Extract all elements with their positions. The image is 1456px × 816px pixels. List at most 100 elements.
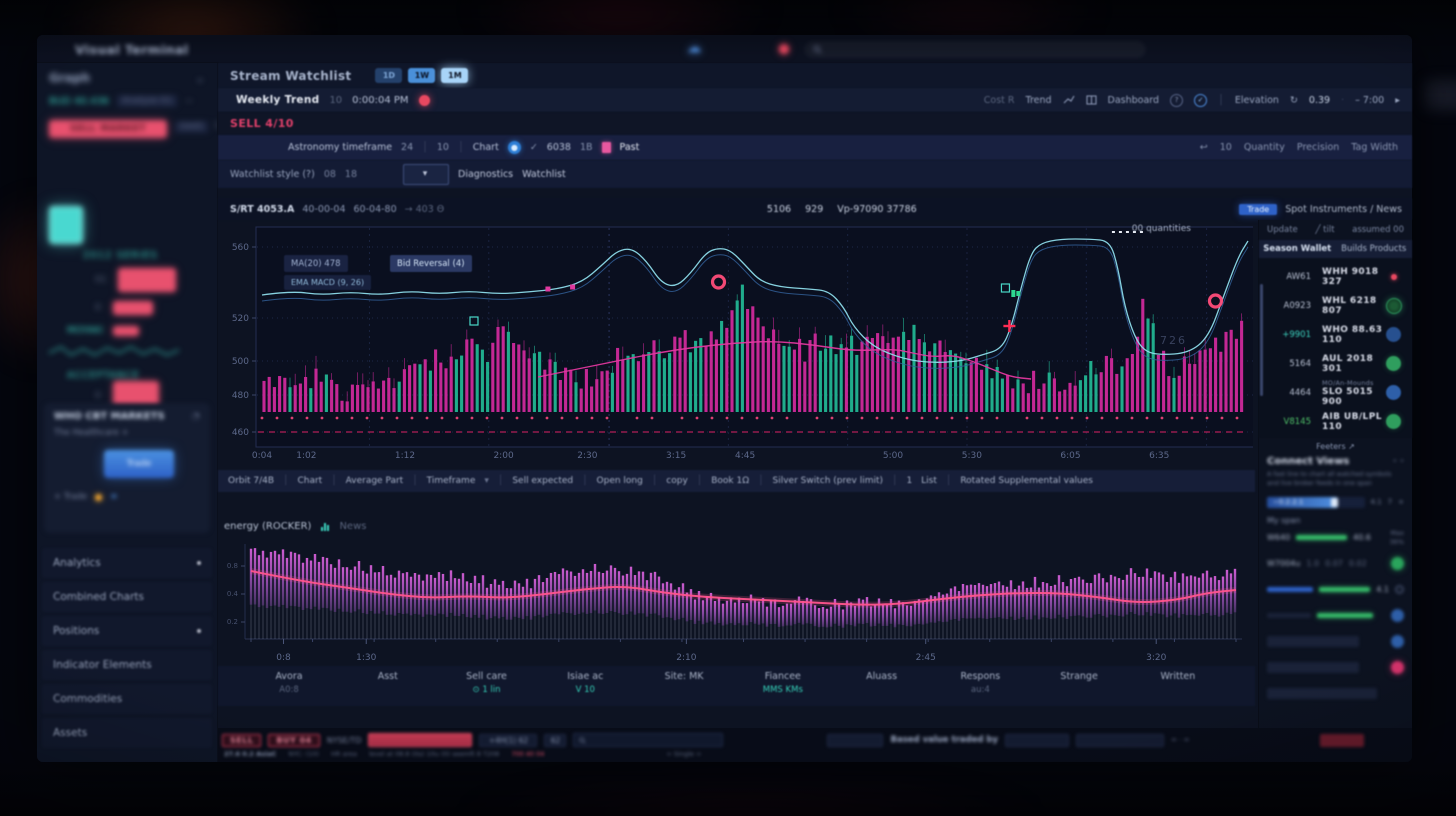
scrollbar[interactable]: [1260, 284, 1263, 396]
sidebar-item-indicator-elements[interactable]: Indicator Elements: [42, 650, 212, 680]
toolbar1-chart[interactable]: Chart: [472, 142, 499, 153]
tb3-average-part[interactable]: Average Part: [345, 476, 404, 486]
connect-row[interactable]: 4.1: [1267, 577, 1404, 603]
card-footer-label[interactable]: + Trade: [54, 492, 88, 502]
period-button-1w[interactable]: 1W: [408, 68, 436, 83]
feeters-link[interactable]: Feeters ↗: [1316, 441, 1355, 451]
tb3-copy[interactable]: copy: [666, 476, 688, 486]
search-input[interactable]: [805, 42, 1145, 57]
position-chip[interactable]: [112, 325, 139, 336]
sell-qty-chip[interactable]: 0445: [175, 121, 208, 133]
tool-dashboard[interactable]: Dashboard: [1107, 94, 1160, 106]
tb3-timeframe[interactable]: Timeframe: [426, 476, 476, 486]
cloud-sync-icon[interactable]: ☁: [687, 40, 701, 56]
refresh-icon[interactable]: ↻: [1289, 94, 1298, 106]
toolbar1-tagwidth[interactable]: Tag Width: [1351, 142, 1398, 153]
flag-icon[interactable]: [601, 142, 611, 153]
symbol-right-label[interactable]: Spot Instruments / News: [1285, 203, 1402, 215]
sidebar-item-combined-charts[interactable]: Combined Charts: [42, 582, 212, 612]
chart-legend-macd[interactable]: EMA MACD (9, 26): [284, 275, 372, 290]
alert-red-chip[interactable]: [1320, 733, 1364, 747]
slider-handle[interactable]: [1331, 497, 1339, 507]
connect-row[interactable]: [1267, 629, 1404, 655]
toolbar1-t0[interactable]: 10: [1219, 142, 1232, 153]
toolbar1-past[interactable]: Past: [619, 142, 640, 153]
sidebar-expand-icon[interactable]: ⌄: [194, 71, 205, 85]
toolbar1-num2[interactable]: 10: [436, 142, 449, 153]
sidebar-ticker-note[interactable]: Analyze 01: [117, 95, 177, 107]
connect-row[interactable]: [1267, 655, 1404, 681]
tab-season-wallet[interactable]: Season Wallet: [1263, 244, 1332, 254]
period-button-1m[interactable]: 1M: [441, 68, 469, 83]
tb3-chart[interactable]: Chart: [297, 476, 323, 486]
position-block[interactable]: [118, 268, 177, 292]
connect-row[interactable]: [1267, 603, 1404, 629]
sell-button[interactable]: SELL: [222, 733, 262, 747]
chart-legend-reversal[interactable]: Bid Reversal (4): [390, 255, 472, 272]
watchlist-row[interactable]: +9901 WHO 88.63 110: [1259, 320, 1412, 349]
toolbar1-quantity[interactable]: Quantity: [1243, 142, 1285, 153]
card-trade-button[interactable]: Trade: [104, 450, 174, 478]
plus-icon[interactable]: +: [1398, 498, 1404, 507]
tb3-one[interactable]: 1: [906, 476, 913, 486]
rp-tilt-label[interactable]: ╱ tilt: [1315, 225, 1335, 235]
toolbar1-num1[interactable]: 24: [401, 142, 414, 153]
trade-button[interactable]: Trade: [1239, 203, 1278, 215]
watchlist-row[interactable]: 5164 AUL 2018 301: [1259, 349, 1412, 378]
chart-type-icon[interactable]: ●: [507, 141, 521, 154]
toolbar2-num2[interactable]: 18: [344, 168, 357, 180]
toolbar2-sel2[interactable]: Watchlist: [522, 168, 566, 180]
help-icon[interactable]: ?: [1170, 93, 1184, 107]
position-block[interactable]: [112, 301, 153, 315]
undo-icon[interactable]: ↩: [1199, 142, 1208, 153]
sidebar-item-assets[interactable]: Assets: [42, 718, 212, 748]
volume-chart-svg[interactable]: 0.8 0.4 0.2 0:8 1:30 2:10 2:45 3:20: [218, 536, 1249, 663]
asset-tile[interactable]: [49, 206, 83, 244]
tb3-book[interactable]: Book 1Ω: [711, 476, 750, 486]
toolbar1-precision[interactable]: Precision: [1296, 142, 1340, 153]
trendline-icon[interactable]: [1063, 95, 1075, 105]
sidebar-item-positions[interactable]: Positions: [42, 616, 212, 646]
sync-icon[interactable]: ✓: [1194, 93, 1208, 107]
sidebar-item-commodities[interactable]: Commodities: [42, 684, 212, 714]
order-input[interactable]: [573, 733, 724, 747]
link-icon[interactable]: ≡: [110, 492, 118, 502]
toolbar2-sel1[interactable]: Diagnostics: [458, 168, 514, 180]
tool-elevation[interactable]: Elevation: [1234, 94, 1279, 106]
dark-chip[interactable]: [1076, 733, 1165, 747]
sidebar-item-analytics[interactable]: Analytics: [42, 548, 212, 578]
watchlist-row[interactable]: AW61 WHH 9018 327: [1259, 262, 1412, 291]
symbol-name[interactable]: S/RT 4053.A: [230, 203, 295, 215]
connect-slider[interactable]: −0.2.2.1: [1267, 496, 1365, 508]
watchlist-row[interactable]: V8145 AIB UB/LPL 110: [1259, 407, 1412, 436]
tab-news[interactable]: News: [339, 520, 367, 532]
connect-row[interactable]: W640 40.6 Max 36%: [1267, 525, 1404, 551]
tb3-sell-expected[interactable]: Sell expected: [512, 476, 574, 486]
chart-legend-ma[interactable]: MA(20) 478: [284, 255, 348, 272]
watchlist-row[interactable]: A0923 WHL 6218 807: [1259, 291, 1412, 320]
connect-row[interactable]: W7004u 1.0 0.07 0.02: [1267, 551, 1404, 577]
tb3-silver-switch[interactable]: Silver Switch (prev limit): [772, 476, 884, 486]
dark-chip[interactable]: [1005, 733, 1070, 747]
buy-button[interactable]: BUY 04: [268, 733, 320, 747]
chip-62[interactable]: 62: [544, 733, 567, 747]
tab-builds-products[interactable]: Builds Products: [1341, 244, 1407, 254]
tool-trend[interactable]: Trend: [1025, 94, 1052, 106]
connect-dots[interactable]: · ·: [1392, 456, 1404, 467]
main-chart[interactable]: 560 520 500 480 460 0:04 1:02 1:12 2:00 2:30 3:15 4…: [222, 222, 1253, 462]
dark-chip[interactable]: [827, 733, 884, 747]
style-select[interactable]: ▾: [403, 163, 449, 185]
play-icon[interactable]: ▸: [1395, 94, 1400, 106]
tb3-list[interactable]: List: [921, 476, 937, 486]
tb3-rotated[interactable]: Rotated Supplemental values: [960, 476, 1093, 486]
check-icon[interactable]: ✓: [529, 142, 538, 153]
sell-market-button[interactable]: SELL MARKET: [49, 120, 167, 138]
chip-4h[interactable]: +4H(1) 62: [479, 733, 538, 747]
tb3-open-long[interactable]: Open long: [596, 476, 643, 486]
watchlist-row[interactable]: 4464 MO/An-Mounds SLO 5015 900: [1259, 378, 1412, 407]
close-position-button[interactable]: [368, 733, 473, 747]
connect-row[interactable]: [1267, 681, 1404, 707]
panel-layout-icon[interactable]: [1085, 95, 1097, 105]
trend-label[interactable]: Weekly Trend: [236, 94, 320, 106]
tb3-orbit[interactable]: Orbit 7/4B: [228, 476, 275, 486]
